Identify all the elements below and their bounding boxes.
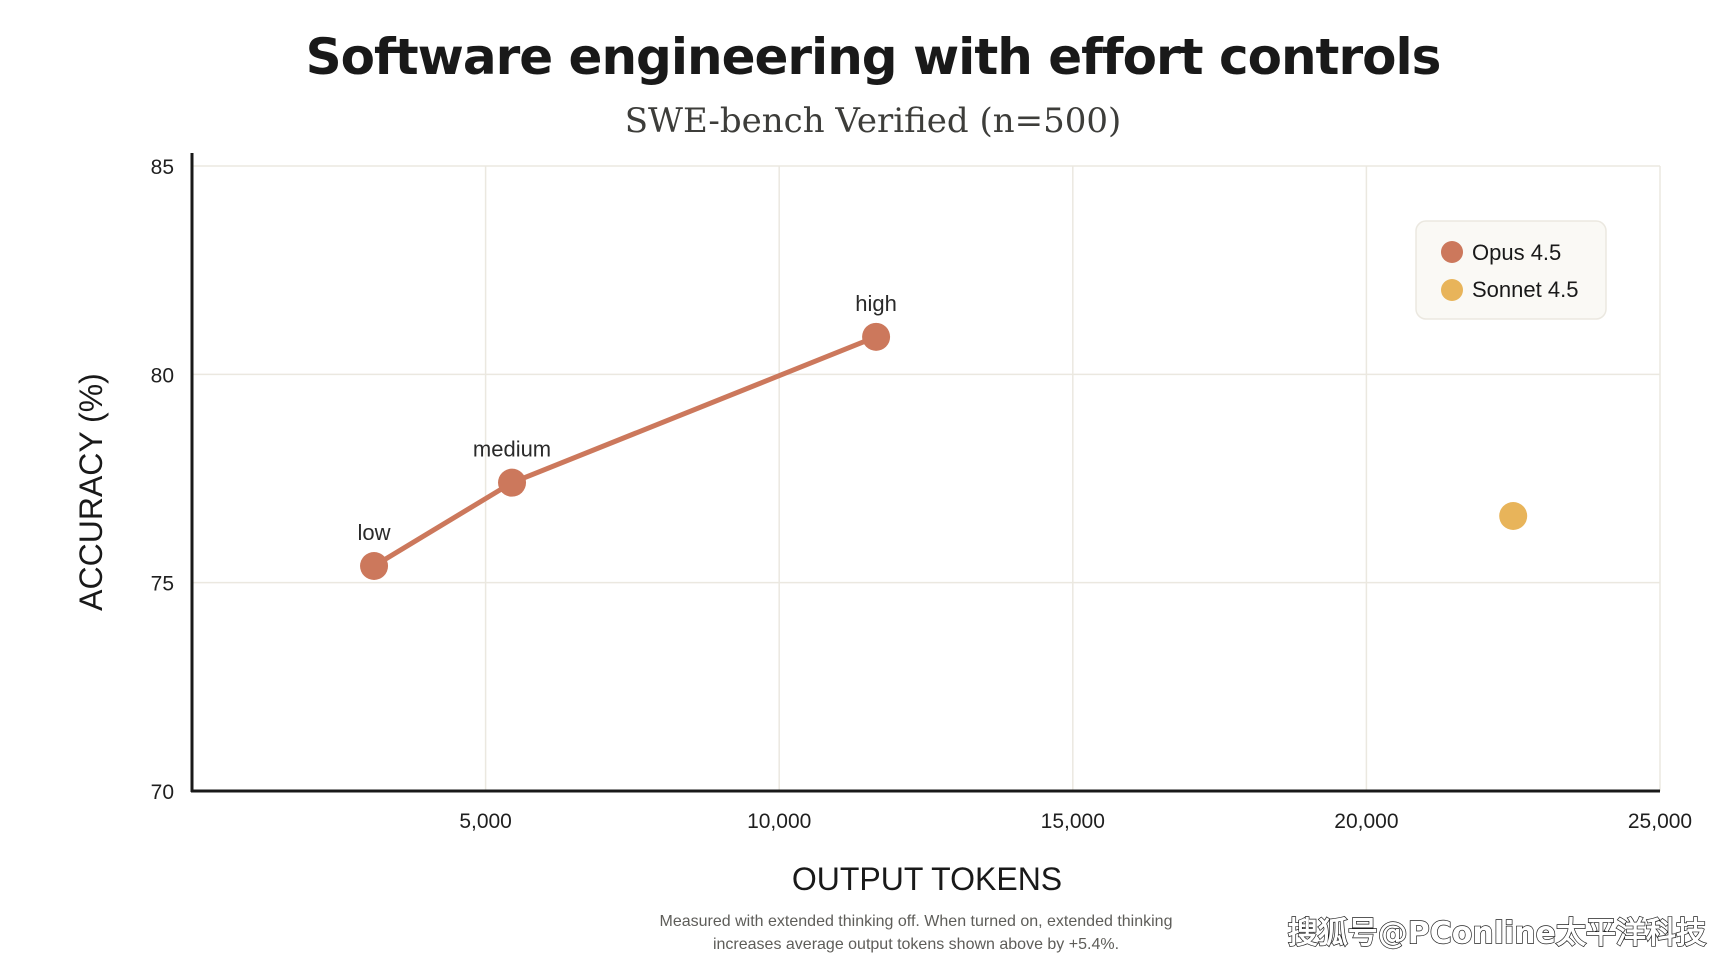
legend: Opus 4.5 Sonnet 4.5: [1415, 220, 1607, 320]
series: low medium high: [358, 291, 1528, 580]
data-point-sonnet-4-5: [1499, 502, 1528, 530]
y-tick-label: 80: [151, 364, 174, 387]
y-tick-label: 85: [151, 156, 174, 179]
data-point-opus-4-5: [498, 468, 527, 497]
y-tick-label: 70: [151, 781, 174, 804]
grid: [192, 165, 1661, 791]
axes: [190, 153, 1660, 793]
x-axis-label: OUTPUT TOKENS: [792, 861, 1062, 897]
legend-label-opus: Opus 4.5: [1472, 240, 1561, 265]
x-tick-label: 20,000: [1334, 810, 1398, 833]
legend-swatch-opus: [1441, 241, 1463, 263]
footnote-line-2: increases average output tokens shown ab…: [713, 936, 1119, 953]
legend-label-sonnet: Sonnet 4.5: [1472, 277, 1578, 302]
watermark: 搜狐号@PConline太平洋科技: [1288, 916, 1706, 951]
legend-swatch-sonnet: [1441, 279, 1463, 301]
x-tick-label: 25,000: [1628, 810, 1692, 833]
legend-box: [1415, 220, 1607, 320]
x-tick-label: 10,000: [747, 810, 811, 833]
data-point-opus-4-5: [862, 322, 891, 351]
y-tick-label: 75: [151, 573, 174, 596]
x-tick-label: 5,000: [459, 810, 512, 833]
tick-labels: 5,000 10,000 15,000 20,000 25,000 70 75 80 85: [151, 156, 1692, 833]
chart-title: Software engineering with effort control…: [306, 28, 1441, 86]
data-label-medium: medium: [473, 437, 551, 462]
y-axis-label: ACCURACY (%): [73, 373, 109, 611]
footnote-line-1: Measured with extended thinking off. Whe…: [660, 913, 1173, 930]
chart-subtitle: SWE-bench Verified (n=500): [625, 101, 1122, 141]
data-label-high: high: [855, 291, 897, 316]
x-tick-label: 15,000: [1041, 810, 1105, 833]
data-label-low: low: [358, 520, 391, 545]
series-line-opus-4-5: [371, 334, 879, 569]
data-point-opus-4-5: [360, 552, 389, 580]
